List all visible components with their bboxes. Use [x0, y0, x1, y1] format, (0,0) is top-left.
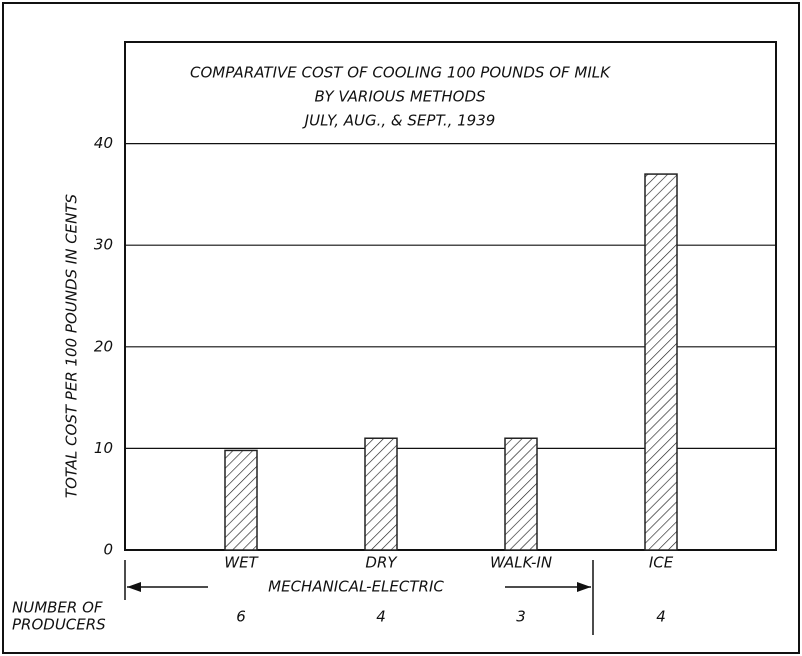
- y-tick-label: 40: [94, 134, 113, 152]
- x-tick-label: WALK-IN: [490, 554, 552, 572]
- y-tick-label: 10: [94, 439, 113, 457]
- y-tick-label: 20: [94, 337, 113, 355]
- x-tick-label: ICE: [649, 554, 674, 572]
- title-line: BY VARIOUS METHODS: [314, 88, 486, 106]
- y-tick-label: 0: [103, 541, 113, 559]
- bar: [364, 437, 398, 551]
- x-tick-label: DRY: [365, 554, 398, 572]
- arrow-head: [577, 582, 591, 592]
- producers-count: 6: [236, 608, 246, 626]
- title-line: COMPARATIVE COST OF COOLING 100 POUNDS O…: [190, 64, 611, 82]
- bar: [224, 449, 258, 551]
- producers-count: 4: [656, 608, 666, 626]
- producers-count: 3: [516, 608, 526, 626]
- producers-label: NUMBER OF: [12, 599, 103, 617]
- producers-count: 4: [376, 608, 386, 626]
- y-axis-label: TOTAL COST PER 100 POUNDS IN CENTS: [63, 193, 81, 498]
- title-line: JULY, AUG., & SEPT., 1939: [302, 112, 496, 130]
- producers-label: PRODUCERS: [12, 616, 106, 634]
- bar: [504, 437, 538, 551]
- y-tick-label: 30: [94, 236, 113, 254]
- arrow-head: [127, 582, 141, 592]
- group-label: MECHANICAL-ELECTRIC: [268, 578, 444, 596]
- bar: [644, 173, 678, 551]
- x-tick-label: WET: [224, 554, 259, 572]
